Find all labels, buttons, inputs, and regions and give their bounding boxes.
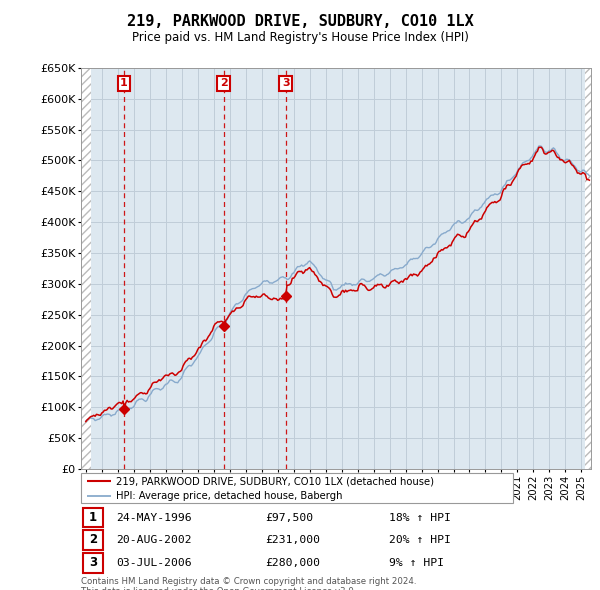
Text: 1: 1	[89, 511, 97, 524]
Polygon shape	[81, 68, 91, 469]
Text: £280,000: £280,000	[266, 558, 320, 568]
Text: 9% ↑ HPI: 9% ↑ HPI	[389, 558, 444, 568]
Text: Price paid vs. HM Land Registry's House Price Index (HPI): Price paid vs. HM Land Registry's House …	[131, 31, 469, 44]
Text: 219, PARKWOOD DRIVE, SUDBURY, CO10 1LX: 219, PARKWOOD DRIVE, SUDBURY, CO10 1LX	[127, 14, 473, 28]
Text: 2: 2	[220, 78, 227, 88]
Text: 3: 3	[89, 556, 97, 569]
Text: HPI: Average price, detached house, Babergh: HPI: Average price, detached house, Babe…	[116, 491, 343, 501]
Polygon shape	[584, 68, 591, 469]
FancyBboxPatch shape	[81, 473, 513, 503]
Text: Contains HM Land Registry data © Crown copyright and database right 2024.
This d: Contains HM Land Registry data © Crown c…	[81, 577, 416, 590]
Text: 20% ↑ HPI: 20% ↑ HPI	[389, 535, 451, 545]
FancyBboxPatch shape	[83, 553, 103, 572]
FancyBboxPatch shape	[83, 508, 103, 527]
Text: 03-JUL-2006: 03-JUL-2006	[116, 558, 191, 568]
Text: 2: 2	[89, 533, 97, 546]
Text: 24-MAY-1996: 24-MAY-1996	[116, 513, 191, 523]
Text: 3: 3	[282, 78, 289, 88]
Text: 20-AUG-2002: 20-AUG-2002	[116, 535, 191, 545]
Text: 1: 1	[120, 78, 128, 88]
FancyBboxPatch shape	[83, 530, 103, 550]
Text: 18% ↑ HPI: 18% ↑ HPI	[389, 513, 451, 523]
Text: £231,000: £231,000	[266, 535, 320, 545]
Text: £97,500: £97,500	[266, 513, 314, 523]
Text: 219, PARKWOOD DRIVE, SUDBURY, CO10 1LX (detached house): 219, PARKWOOD DRIVE, SUDBURY, CO10 1LX (…	[116, 476, 434, 486]
